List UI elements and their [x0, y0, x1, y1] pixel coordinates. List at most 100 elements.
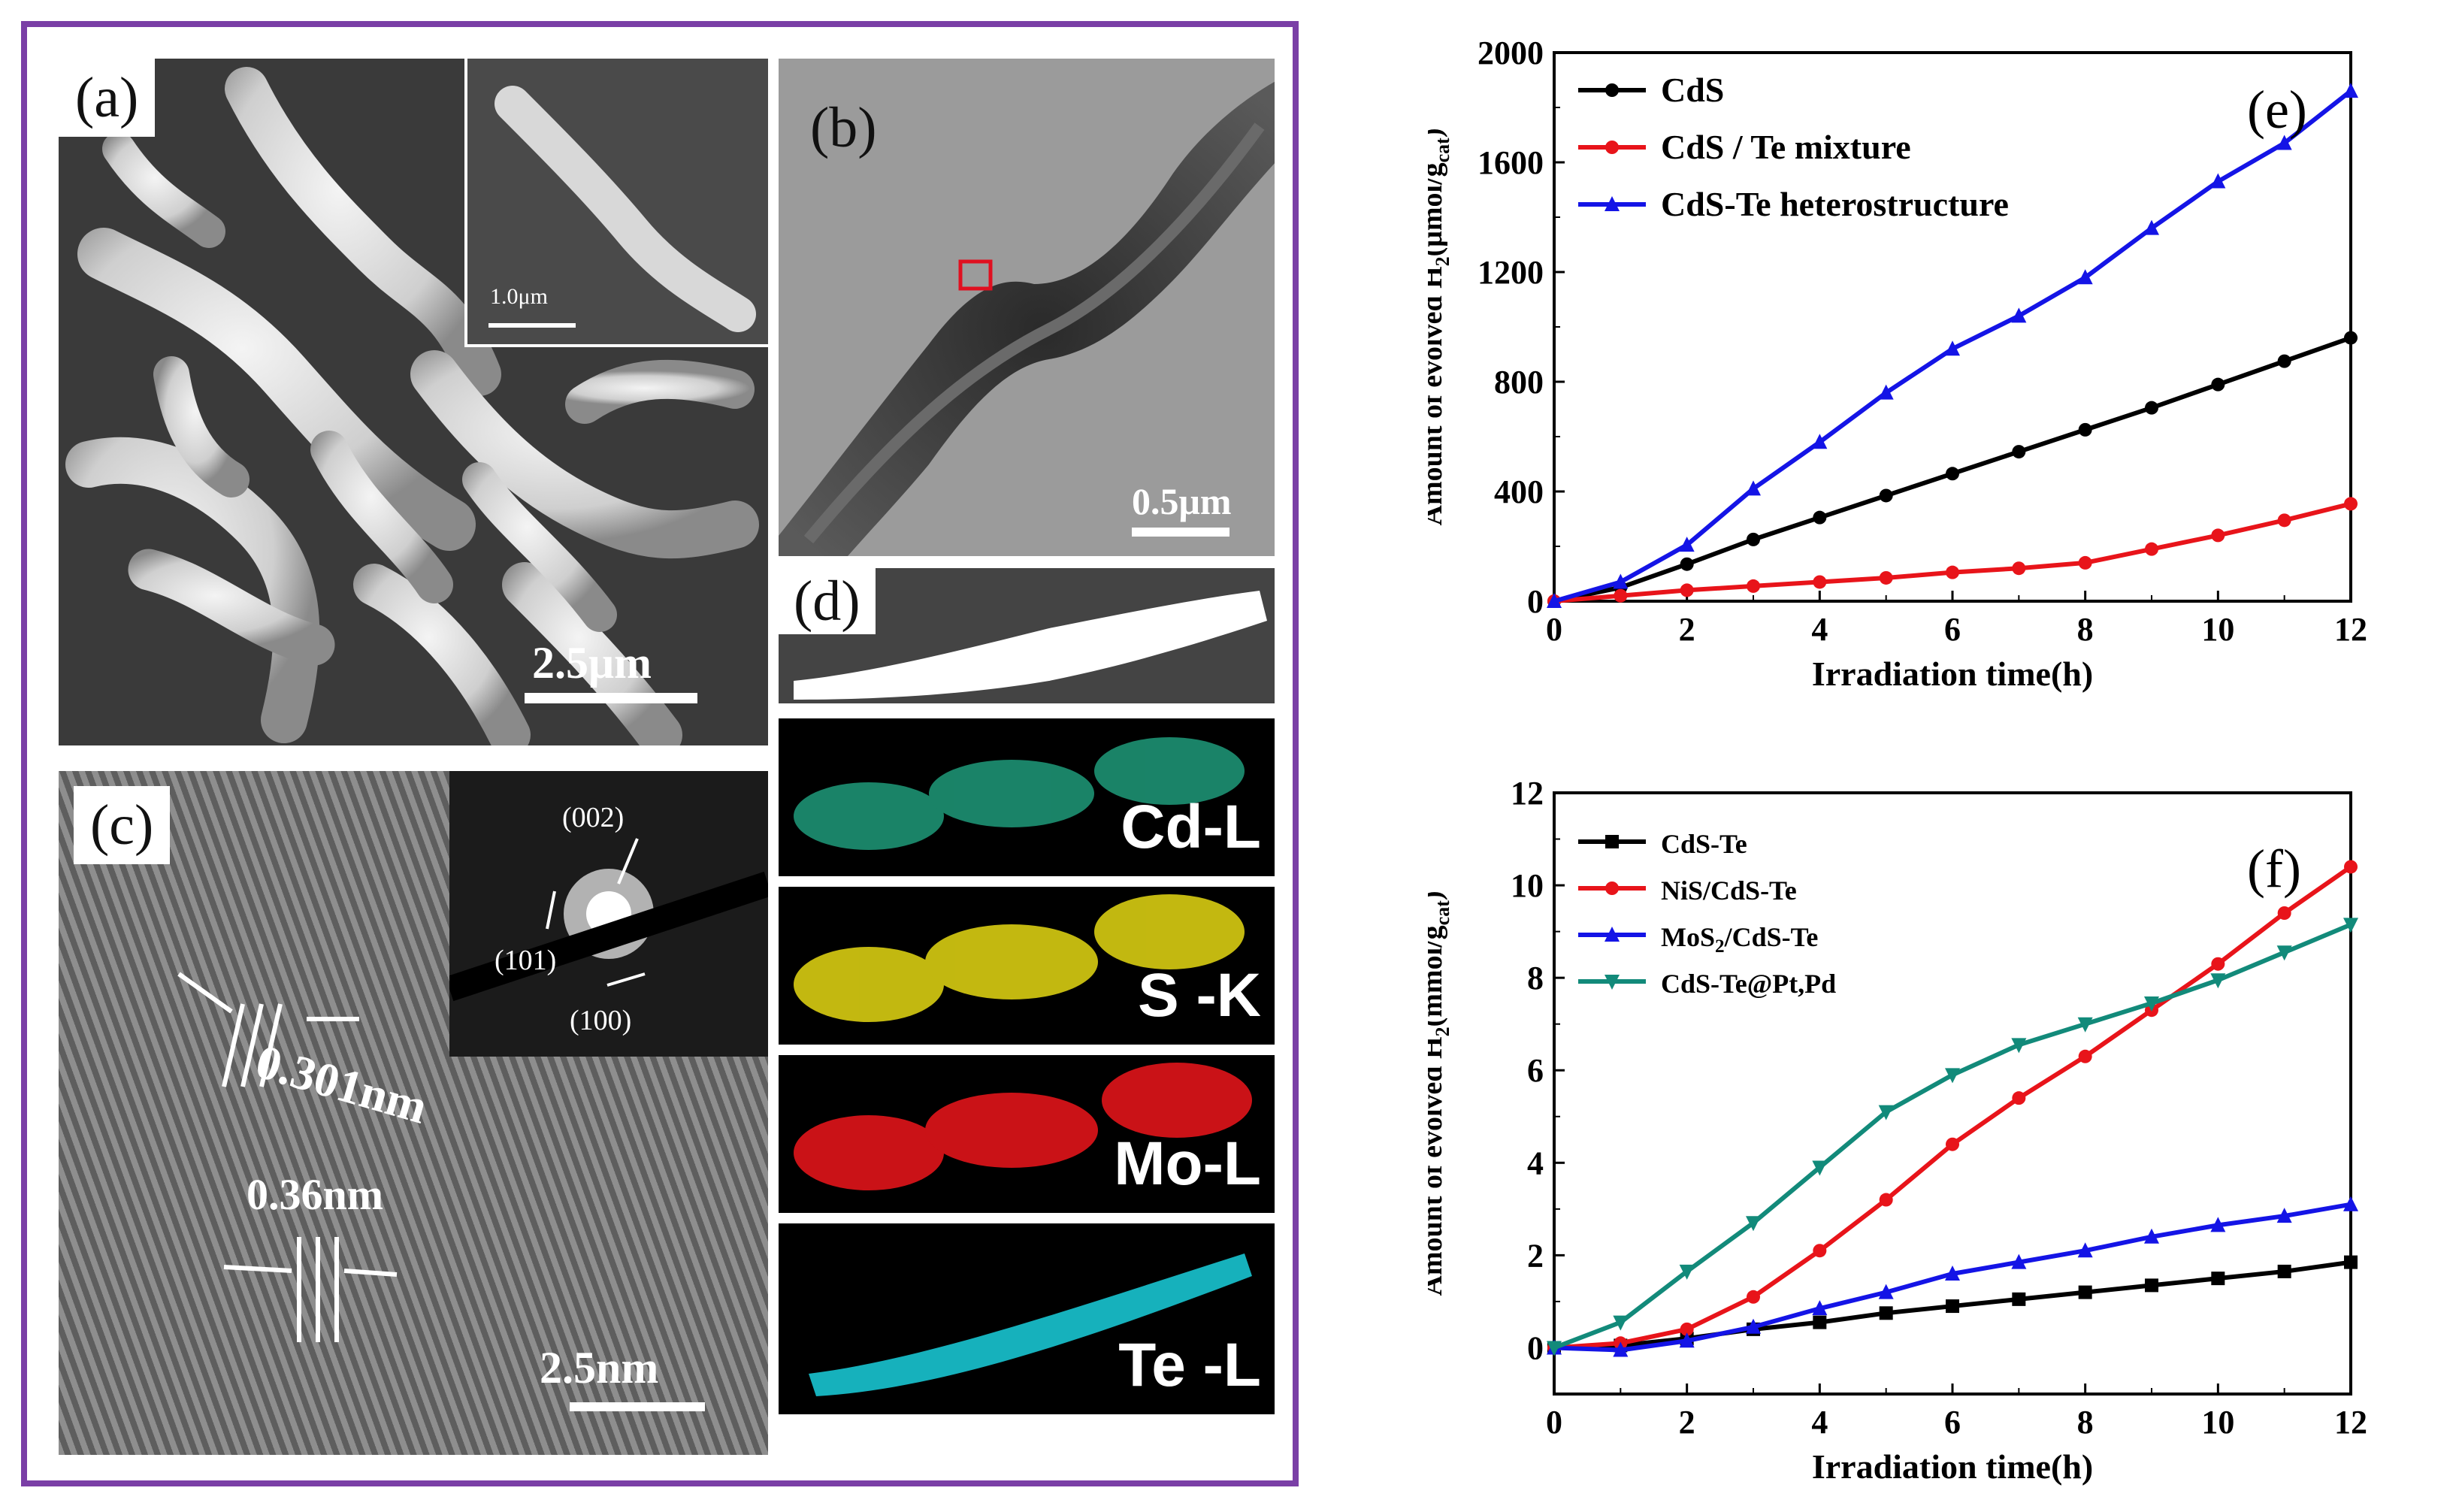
chart-f: 0 2 4 6 8 10 12 0 2 4 6 8 10 12 Irradiation time(h) Amo… [1417, 759, 2450, 1503]
data-point [1812, 1300, 1828, 1316]
series-nis-cds-te [1547, 860, 2358, 1355]
data-point [1547, 1341, 1562, 1356]
data-point [2144, 1228, 2159, 1244]
lattice-markers [177, 972, 398, 1342]
legend-label: CdS-Te heterostructure [1661, 185, 2009, 223]
y-tick-label: 1200 [1478, 254, 1544, 291]
data-point [1812, 434, 1828, 449]
data-point [2077, 1242, 2093, 1258]
data-point [2276, 945, 2292, 961]
data-point [1945, 340, 1960, 356]
data-point [1946, 1137, 1959, 1151]
data-point [1746, 1318, 1761, 1334]
legend-label: MoS2/CdS-Te [1661, 922, 1818, 957]
x-tick-label: 4 [1811, 1404, 1828, 1441]
data-point [1946, 1299, 1959, 1314]
data-point [2344, 860, 2358, 874]
x-tick-label: 8 [2077, 1404, 2094, 1441]
legend-entry: CdS-Te heterostructure [1578, 185, 2009, 223]
data-point [1945, 1068, 1960, 1084]
data-point [2078, 422, 2092, 437]
data-point [2078, 555, 2092, 570]
data-point [2012, 1091, 2026, 1105]
data-point [1747, 532, 1760, 546]
x-tick-label: 10 [2201, 1404, 2234, 1441]
data-point [1679, 537, 1695, 552]
panel-a-scale-text: 2.5μm [532, 638, 652, 688]
data-point [1813, 575, 1827, 589]
panel-a-scalebar [525, 693, 697, 703]
data-point [2276, 1208, 2292, 1223]
data-point [1878, 384, 1894, 400]
spacing-036: 0.36nm [247, 1170, 384, 1219]
data-point [1946, 565, 1959, 579]
legend-marker [1605, 835, 1619, 848]
data-point [1547, 593, 1562, 608]
x-tick-label: 0 [1546, 1404, 1562, 1441]
legend-marker [1605, 975, 1620, 990]
y-tick-label: 2000 [1478, 35, 1544, 71]
legend-entry: CdS-Te [1578, 829, 1747, 859]
chart-e: 0 2 4 6 8 10 12 0 400 800 1200 1600 2000 Irradiation … [1417, 15, 2450, 736]
saed-inset: (002) (101) (100) [445, 771, 768, 1057]
data-point [2343, 83, 2358, 98]
x-tick-label: 6 [1944, 1404, 1961, 1441]
data-point [1878, 1284, 1894, 1299]
data-point [1679, 1332, 1695, 1348]
data-point [2344, 497, 2358, 511]
inset-scale-text: 1.0μm [490, 284, 548, 309]
data-point [2144, 996, 2159, 1012]
legend-entry: CdS [1578, 71, 1724, 109]
x-tick-label: 2 [1679, 611, 1695, 648]
data-point [2277, 1264, 2291, 1278]
tem-nanorod [779, 81, 1275, 556]
data-point [2344, 331, 2358, 345]
series-mos2-cds-te [1547, 1196, 2358, 1357]
legend-entry: MoS2/CdS-Te [1578, 922, 1818, 957]
y-tick-label: 2 [1527, 1237, 1544, 1274]
panel-c-label: (c) [74, 786, 171, 864]
map-te-label: Te -L [1118, 1331, 1261, 1399]
series-cds-te-heterostructure [1547, 83, 2358, 608]
map-mo: Mo-L [779, 1055, 1275, 1213]
series-cds-te-pt-pd [1547, 918, 2358, 1356]
data-point [2211, 528, 2225, 543]
data-point [1747, 1290, 1760, 1304]
data-point [2078, 1049, 2092, 1063]
data-point [2012, 1292, 2026, 1306]
data-point [2344, 1255, 2358, 1269]
legend-marker [1605, 927, 1620, 942]
micrograph-frame: 1.0μm (a) 2.5μm (b) 0.5μm [21, 21, 1299, 1486]
legend-label: CdS / Te mixture [1661, 128, 1911, 166]
legend-marker [1605, 881, 1619, 895]
series-cds-te-mixture [1547, 497, 2358, 608]
data-point [1879, 570, 1893, 585]
data-point [1613, 573, 1629, 589]
data-point [2210, 1217, 2226, 1232]
x-axis-label: Irradiation time(h) [1812, 1447, 2093, 1486]
data-point [1878, 1105, 1894, 1120]
data-point [1813, 1315, 1827, 1329]
panel-c-scalebar [570, 1402, 705, 1411]
x-tick-label: 12 [2334, 1404, 2367, 1441]
data-point [1879, 1193, 1893, 1207]
data-point [1614, 588, 1628, 603]
x-tick-label: 0 [1546, 611, 1562, 648]
panel-label: (e) [2247, 80, 2307, 140]
y-axis-label: Amount of evolved H2(μmol/gcat) [1428, 129, 1453, 526]
data-point [2077, 1017, 2093, 1033]
data-point [1813, 510, 1827, 525]
legend-marker [1605, 83, 1619, 97]
data-point [1879, 1306, 1893, 1320]
y-axis-label: Amount of evolved H2(mmol/gcat) [1428, 891, 1453, 1296]
data-point [1680, 583, 1694, 597]
data-point [1746, 1216, 1761, 1232]
y-tick-label: 4 [1527, 1145, 1544, 1181]
data-point [2078, 1285, 2092, 1299]
panel-b-tem: (b) 0.5μm [779, 59, 1275, 556]
saed-002: (002) [562, 802, 625, 833]
data-point [1680, 1322, 1694, 1336]
sem-nanostructures [65, 67, 759, 745]
x-tick-label: 2 [1679, 1404, 1695, 1441]
data-point [1746, 480, 1761, 496]
